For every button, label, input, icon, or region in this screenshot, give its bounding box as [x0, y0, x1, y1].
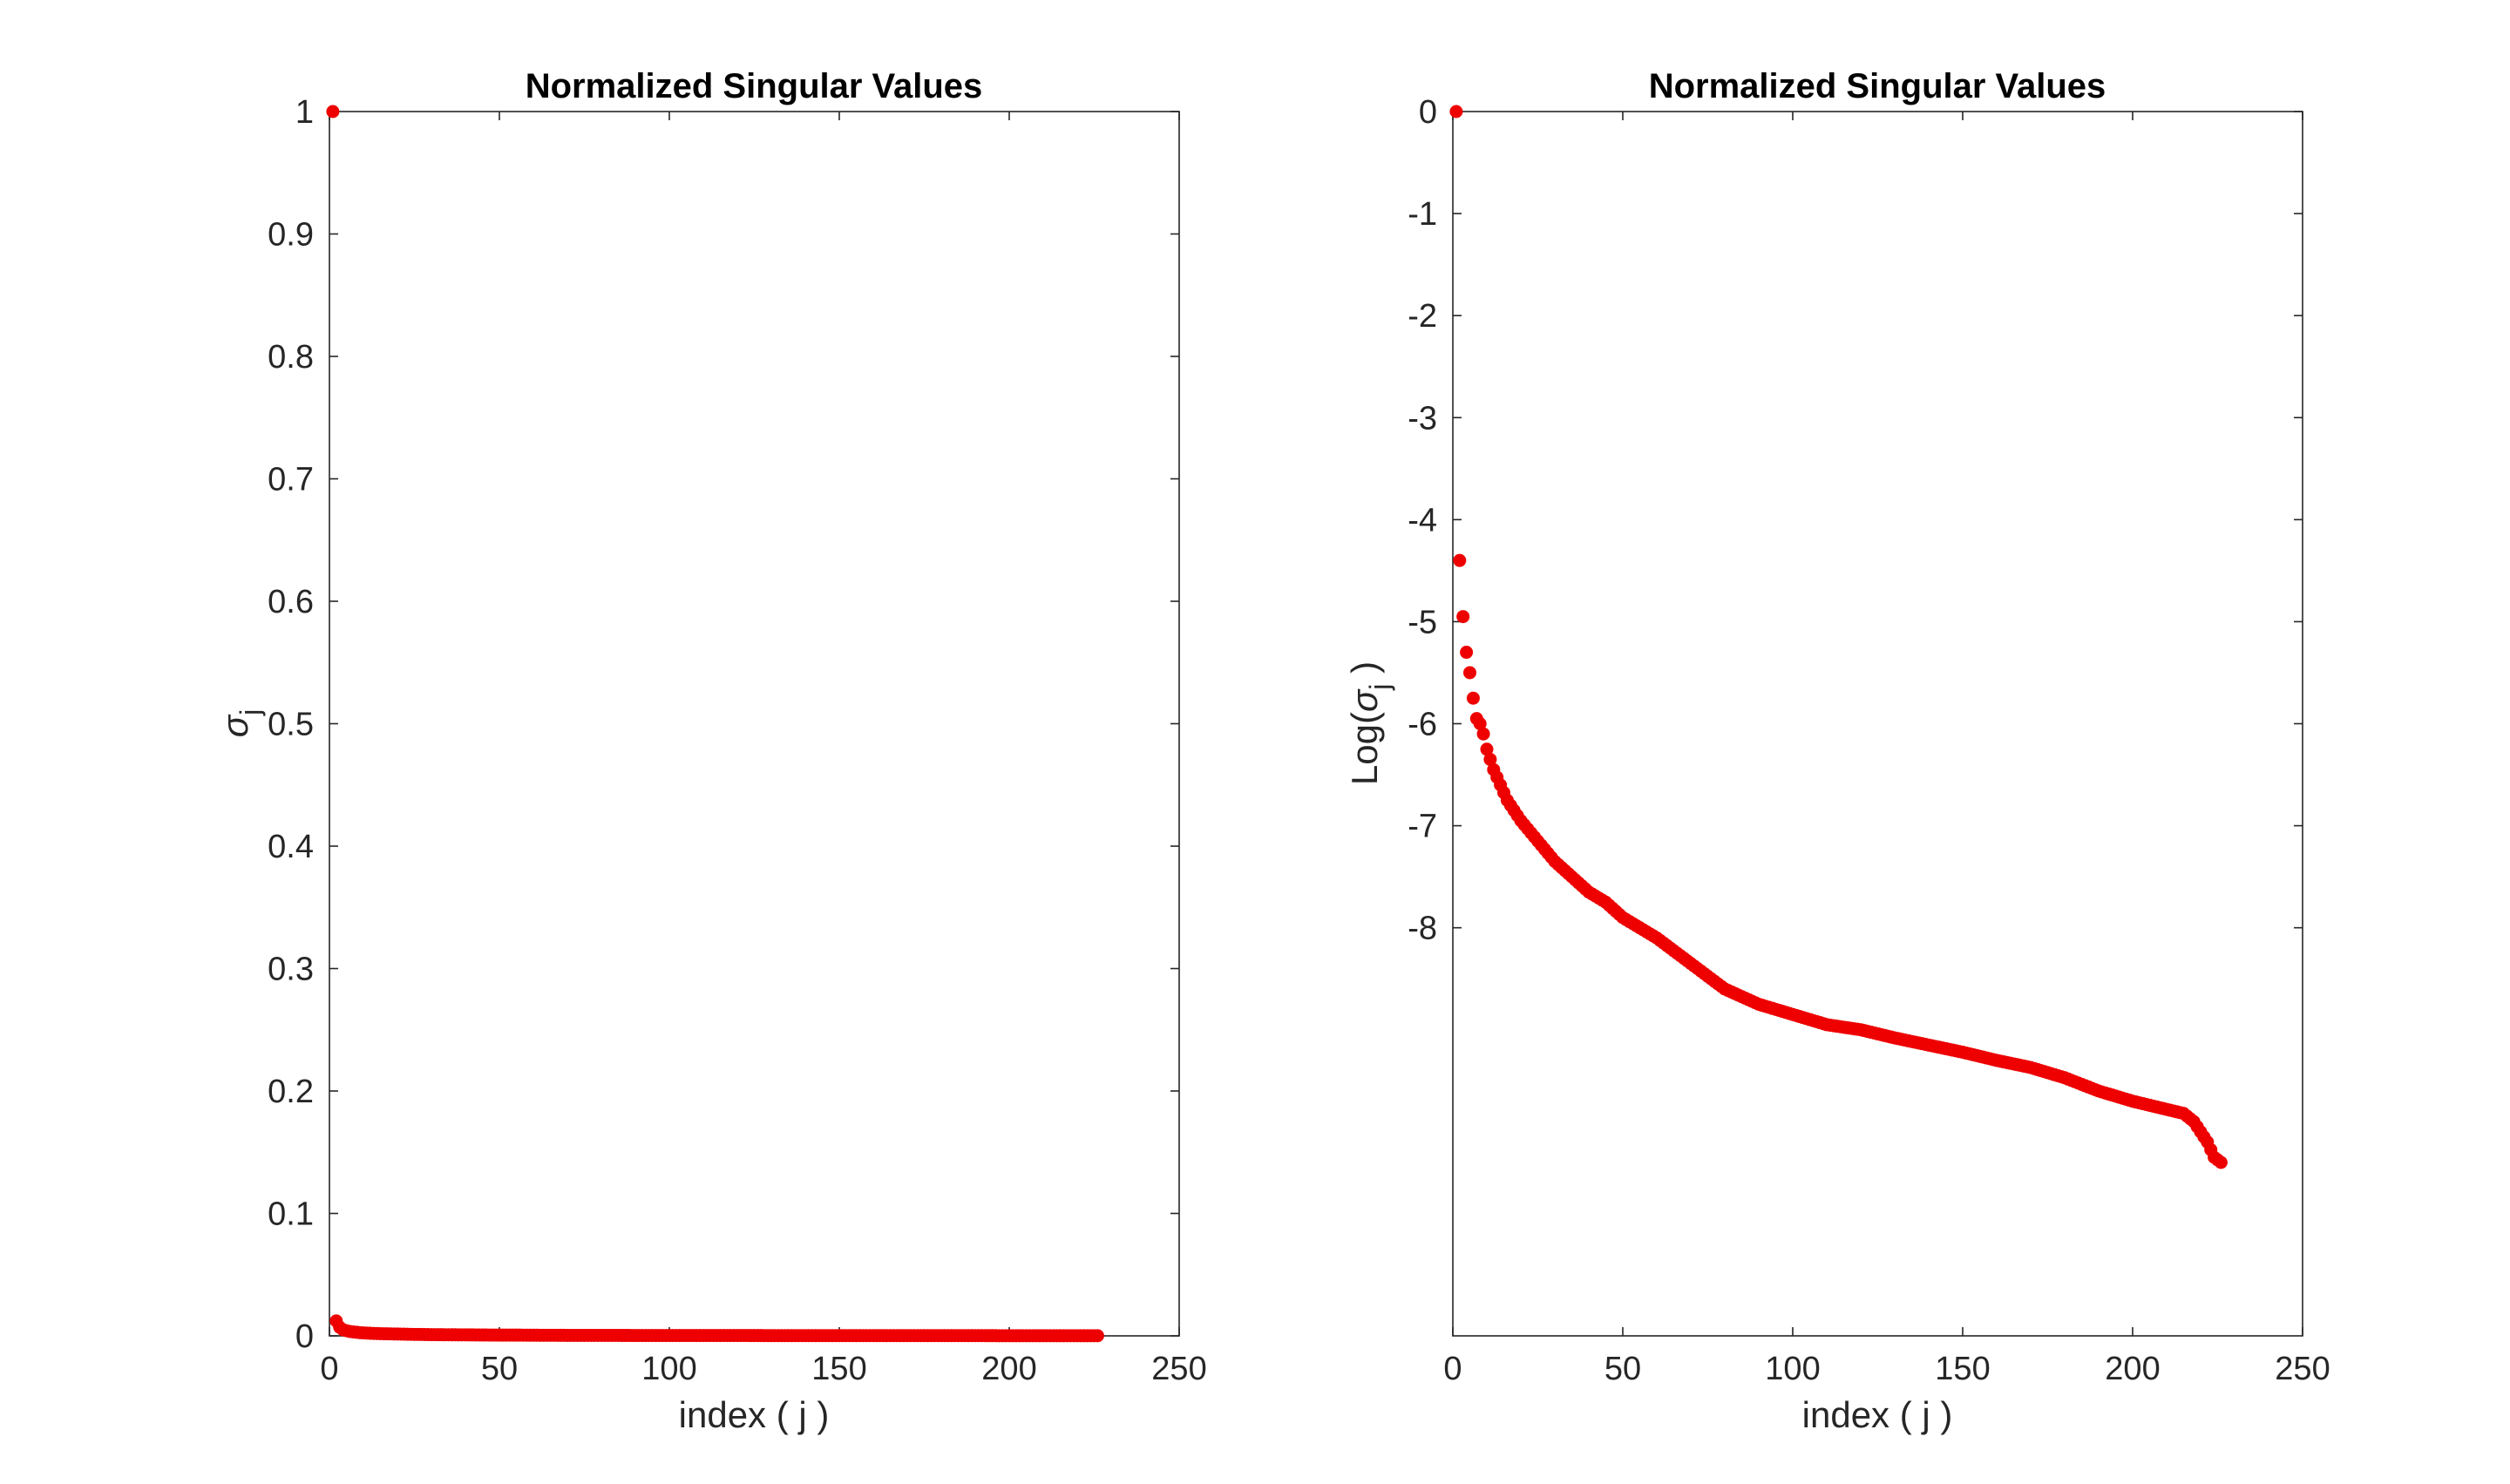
right-data-points — [1449, 105, 2228, 1169]
left-x-axis-label: index ( j ) — [679, 1394, 830, 1435]
y-tick-label: 0 — [295, 1318, 314, 1355]
y-tick-label: -4 — [1408, 502, 1437, 539]
y-tick-label: 0.1 — [268, 1196, 314, 1233]
x-tick-label: 250 — [2275, 1351, 2330, 1387]
y-tick-label: 0.2 — [268, 1074, 314, 1110]
y-tick-label: 1 — [295, 94, 314, 131]
x-tick-label: 250 — [1151, 1351, 1206, 1387]
right-y-label-suffix: ) — [1344, 661, 1385, 684]
y-tick-label: -3 — [1408, 400, 1437, 437]
x-tick-label: 100 — [1765, 1351, 1820, 1387]
data-point — [1476, 727, 1490, 741]
x-tick-label: 0 — [320, 1351, 338, 1387]
y-tick-label: -5 — [1408, 604, 1437, 640]
x-tick-label: 200 — [2105, 1351, 2160, 1387]
y-tick-label: 0.4 — [268, 829, 314, 865]
y-tick-label: -6 — [1408, 707, 1437, 743]
x-tick-label: 100 — [641, 1351, 696, 1387]
x-tick-label: 200 — [981, 1351, 1036, 1387]
right-y-label-sigma: σ — [1344, 688, 1385, 712]
left-axes-frame — [329, 111, 1180, 1337]
y-tick-label: 0.8 — [268, 339, 314, 376]
left-y-label-sigma: σ — [214, 714, 255, 737]
y-tick-label: 0.9 — [268, 217, 314, 254]
right-chart-title: Normalized Singular Values — [1649, 67, 2106, 105]
data-point — [1466, 691, 1480, 705]
y-tick-label: 0.5 — [268, 707, 314, 743]
right-subplot: Normalized Singular Values index ( j ) L… — [1344, 67, 2330, 1435]
y-tick-label: 0 — [1419, 94, 1437, 131]
data-point — [1473, 717, 1487, 730]
data-point — [1480, 742, 1494, 756]
right-y-label-prefix: Log( — [1344, 712, 1385, 785]
right-y-label-subscript: j — [1364, 684, 1395, 691]
x-tick-label: 150 — [1935, 1351, 1990, 1387]
left-y-axis-label: σj — [214, 709, 266, 737]
x-tick-label: 150 — [811, 1351, 866, 1387]
x-tick-label: 50 — [1604, 1351, 1641, 1387]
left-chart-title: Normalized Singular Values — [526, 67, 983, 105]
data-point — [1456, 610, 1470, 624]
y-tick-label: -2 — [1408, 298, 1437, 335]
y-tick-label: 0.7 — [268, 462, 314, 498]
right-axes-frame — [1452, 111, 2303, 1337]
x-tick-label: 0 — [1443, 1351, 1462, 1387]
data-point — [1483, 752, 1497, 766]
data-point — [2214, 1155, 2228, 1169]
y-tick-label: -8 — [1408, 911, 1437, 947]
y-tick-label: 0.3 — [268, 952, 314, 988]
left-data-points — [326, 105, 1104, 1343]
data-point — [1460, 646, 1474, 660]
left-y-label-subscript: j — [234, 709, 266, 716]
data-point — [1449, 105, 1463, 119]
y-tick-label: -7 — [1408, 809, 1437, 845]
data-point — [1463, 666, 1476, 680]
right-y-axis-label: Log(σj ) — [1344, 661, 1395, 785]
right-x-axis-label: index ( j ) — [1802, 1394, 1953, 1435]
x-tick-label: 50 — [481, 1351, 518, 1387]
data-point — [326, 105, 340, 119]
left-subplot: Normalized Singular Values index ( j ) σ… — [214, 67, 1207, 1435]
left-ticks: 0 50 100 150 200 250 0 0.1 0.2 0.3 0.4 0.5 0.6 0.7 0.8… — [268, 94, 1207, 1387]
right-ticks: 0 50 100 150 200 250 0 -1 -2 -3 -4 -5 -6 -7 -8 — [1408, 94, 2330, 1387]
data-point — [1453, 553, 1467, 567]
y-tick-label: 0.6 — [268, 584, 314, 620]
data-point — [1090, 1329, 1104, 1343]
y-tick-label: -1 — [1408, 196, 1437, 233]
